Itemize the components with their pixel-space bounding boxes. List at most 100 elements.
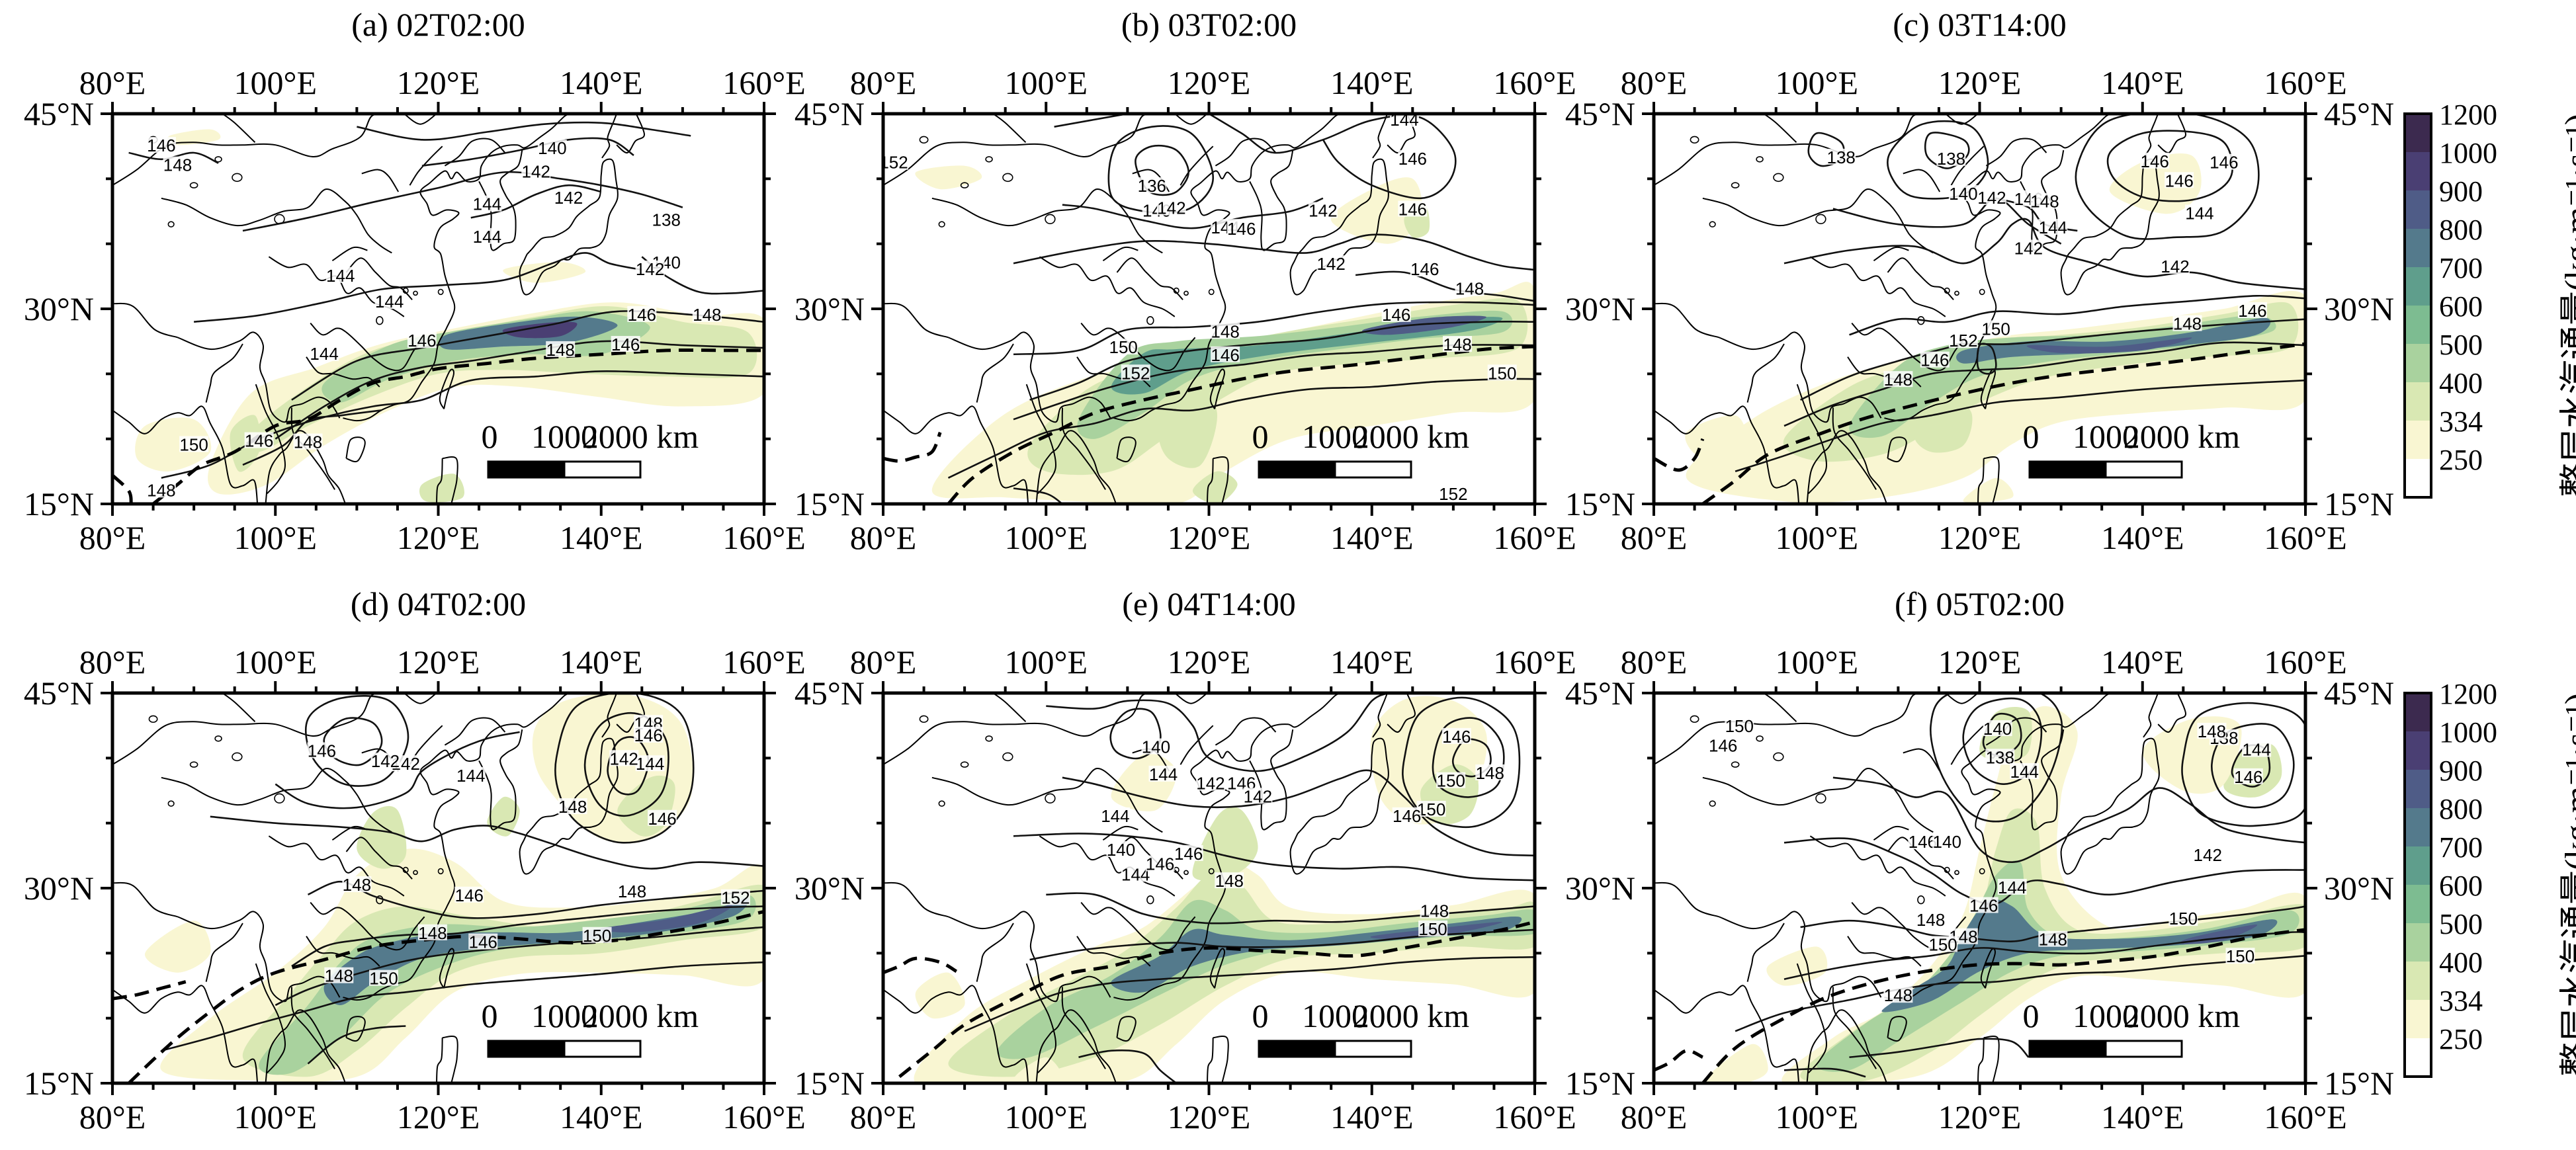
colorbar-swatch	[2405, 1038, 2431, 1077]
border-line	[112, 693, 386, 766]
x-tick-label-top: 100°E	[1004, 643, 1088, 680]
lake-outline	[1002, 752, 1013, 762]
contour-label: 150	[1436, 771, 1465, 791]
coastline	[1977, 458, 1985, 504]
moisture-flux-area	[2026, 337, 2192, 354]
colorbar-swatch	[2405, 152, 2431, 190]
contour-label: 150	[1418, 919, 1447, 939]
lake-outline	[1731, 182, 1740, 188]
x-tick-label-top: 160°E	[1493, 64, 1576, 101]
contour-label: 152	[721, 888, 750, 908]
lake-outline	[1173, 287, 1180, 294]
border-line	[1654, 693, 1927, 766]
panel-title: (e) 04T14:00	[1122, 585, 1295, 622]
contour-label: 150	[2226, 946, 2254, 966]
colorbar-level-label: 1200	[2439, 99, 2497, 131]
border-line	[1080, 901, 1196, 951]
x-tick-label-top: 100°E	[1004, 64, 1088, 101]
label-backdrop	[1948, 185, 1978, 201]
contour-label: 148	[147, 480, 175, 500]
label-backdrop	[472, 195, 502, 212]
x-tick-label-top: 160°E	[2264, 643, 2347, 680]
label-backdrop	[1398, 200, 1428, 217]
lake-outline	[1944, 866, 1950, 874]
x-tick-label-top: 140°E	[1330, 64, 1414, 101]
border-line	[1887, 837, 1954, 880]
lake-outline	[1944, 287, 1950, 294]
contour-label: 144	[2010, 762, 2039, 782]
border-line	[1702, 188, 1934, 254]
lake-outline	[1756, 735, 1764, 742]
height-contour	[1783, 931, 2305, 980]
x-tick-label-bottom: 140°E	[560, 519, 643, 556]
coastline	[439, 368, 454, 409]
colorbar-swatch	[2405, 306, 2431, 344]
x-tick-label-top: 80°E	[79, 64, 146, 101]
coastline	[601, 114, 618, 159]
lake-outline	[1146, 895, 1154, 905]
border-line	[1080, 322, 1196, 372]
x-tick-label-top: 140°E	[2101, 643, 2184, 680]
border-line	[1039, 256, 1176, 317]
panel-b: (b) 03T02:001521361401421441461421441461…	[794, 6, 1576, 556]
moisture-flux-area	[135, 417, 212, 472]
x-tick-label-top: 120°E	[397, 643, 480, 680]
contour-label: 148	[1455, 279, 1484, 299]
contour-label: 140	[1933, 832, 1961, 852]
contour-label: 144	[326, 266, 355, 286]
colorbar-swatch	[2405, 962, 2431, 1000]
border-line	[931, 188, 1163, 254]
colorbar-2: 250 334 400 500 600 700 800 900 1000 1200 整层水汽通量(k…	[2403, 678, 2576, 1078]
contour-label: 150	[2169, 909, 2198, 928]
label-backdrop	[1920, 351, 1950, 368]
height-contour	[275, 340, 764, 440]
border-line	[1654, 302, 1719, 339]
border-line	[222, 114, 256, 144]
label-backdrop	[1316, 255, 1346, 272]
y-tick-label-left: 45°N	[1565, 95, 1635, 132]
contour-label: 146	[634, 725, 662, 745]
scale-bar-white	[1334, 460, 1412, 479]
height-contour	[1062, 769, 1535, 857]
label-backdrop	[2140, 152, 2170, 169]
x-tick-label-bottom: 80°E	[79, 1098, 146, 1135]
scale-label: 0	[482, 418, 498, 455]
moisture-flux-area	[1013, 1057, 1064, 1083]
colorbar-level-label: 800	[2439, 793, 2483, 825]
height-contour	[1078, 1049, 1178, 1083]
contour-label: 148	[2039, 930, 2067, 950]
label-backdrop	[1211, 346, 1240, 362]
dashed-isoline	[127, 909, 764, 1083]
colorbar-swatch	[2405, 382, 2431, 421]
coastline	[883, 405, 1029, 504]
scale-bar-black	[488, 1041, 564, 1057]
contour-label: 146	[1969, 896, 1998, 916]
label-backdrop	[1148, 765, 1178, 782]
x-tick-label-bottom: 160°E	[1493, 519, 1576, 556]
dashed-isoline	[112, 980, 187, 1001]
contour-label: 138	[652, 210, 681, 229]
label-backdrop	[1226, 220, 1256, 237]
coastline	[1884, 693, 2112, 1001]
border-line	[883, 302, 949, 339]
y-tick-label-right: 45°N	[2324, 675, 2394, 712]
colorbar-level-label: 900	[2439, 755, 2483, 787]
moisture-flux-area	[1192, 471, 1238, 504]
contour-label: 140	[1142, 737, 1170, 757]
colorbar-level-label: 250	[2439, 1023, 2483, 1055]
height-contour	[242, 171, 683, 232]
lake-outline	[402, 866, 409, 874]
colorbar-1: 250 334 400 500 600 700 800 900 1000 1200 整层水汽通量(k…	[2403, 99, 2576, 499]
scale-bar-black	[488, 462, 564, 477]
contour-label: 144	[1101, 806, 1129, 826]
contour-label: 144	[473, 227, 501, 247]
coastline	[2143, 693, 2159, 738]
height-contour	[1849, 1038, 2030, 1058]
contour-label: 142	[371, 751, 400, 771]
scale-bar-white	[563, 460, 642, 479]
label-backdrop	[2242, 741, 2272, 757]
x-tick-label-bottom: 100°E	[234, 1098, 317, 1135]
